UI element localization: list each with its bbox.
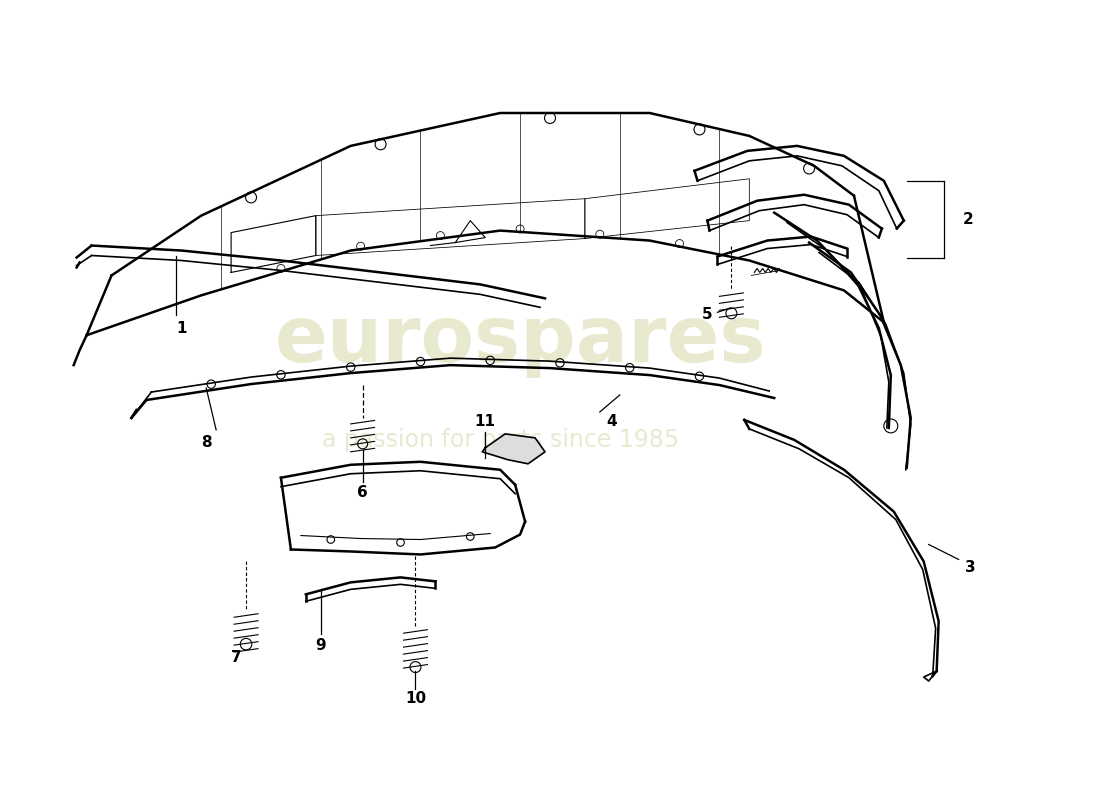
Text: 5: 5 xyxy=(702,306,713,322)
Text: eurospares: eurospares xyxy=(274,302,766,378)
Polygon shape xyxy=(482,434,544,464)
Text: 10: 10 xyxy=(405,691,426,706)
Text: 9: 9 xyxy=(316,638,326,653)
Text: a passion for parts since 1985: a passion for parts since 1985 xyxy=(321,428,679,452)
Text: 1: 1 xyxy=(176,321,187,336)
Text: 3: 3 xyxy=(965,560,976,575)
Text: 6: 6 xyxy=(358,485,368,500)
Text: 8: 8 xyxy=(201,435,211,450)
Text: 4: 4 xyxy=(606,414,617,430)
Text: 2: 2 xyxy=(964,212,974,227)
Text: 11: 11 xyxy=(475,414,496,430)
Text: 7: 7 xyxy=(231,650,241,665)
